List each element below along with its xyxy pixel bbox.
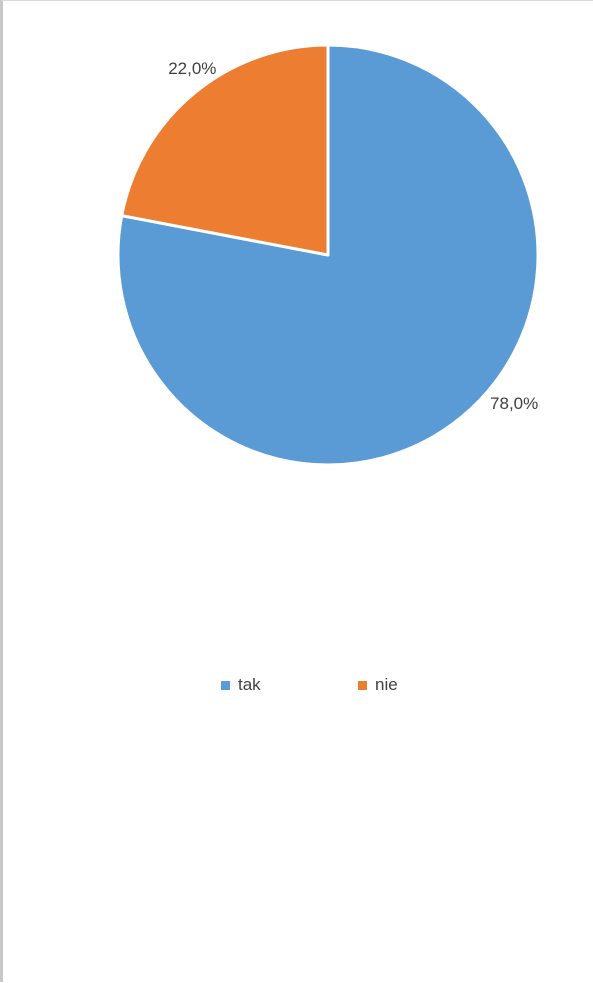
data-label-nie: 22,0% bbox=[168, 59, 217, 79]
legend-item-nie: nie bbox=[358, 673, 398, 697]
pie-chart bbox=[116, 43, 540, 467]
legend-label-tak: tak bbox=[238, 675, 261, 694]
legend-swatch-nie bbox=[358, 680, 367, 690]
legend-label-nie: nie bbox=[375, 675, 398, 694]
data-label-tak: 78,0% bbox=[490, 393, 539, 413]
legend-swatch-tak bbox=[221, 680, 230, 690]
legend-item-tak: tak bbox=[221, 673, 261, 697]
legend: tak nie bbox=[3, 673, 593, 697]
pie-slice-nie bbox=[120, 43, 330, 257]
